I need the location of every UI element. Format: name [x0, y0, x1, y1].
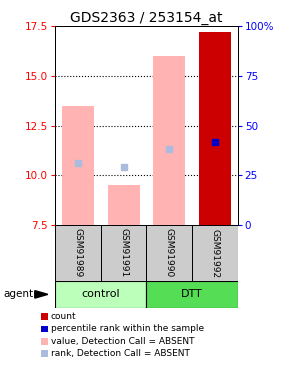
Bar	[41, 338, 48, 345]
Text: percentile rank within the sample: percentile rank within the sample	[51, 324, 204, 333]
Text: GSM91990: GSM91990	[165, 228, 174, 278]
Polygon shape	[35, 291, 48, 298]
Text: agent: agent	[3, 290, 33, 299]
Bar	[108, 185, 139, 225]
Text: value, Detection Call = ABSENT: value, Detection Call = ABSENT	[51, 337, 194, 346]
Text: count: count	[51, 312, 76, 321]
Bar	[199, 32, 231, 225]
Text: control: control	[81, 290, 120, 299]
Bar	[192, 225, 238, 281]
Title: GDS2363 / 253154_at: GDS2363 / 253154_at	[70, 11, 223, 25]
Bar	[153, 56, 185, 225]
Bar	[62, 106, 94, 225]
Bar	[101, 225, 146, 281]
Text: DTT: DTT	[181, 290, 203, 299]
Bar	[55, 225, 101, 281]
Bar	[41, 350, 48, 357]
Text: GSM91992: GSM91992	[211, 228, 220, 278]
Text: rank, Detection Call = ABSENT: rank, Detection Call = ABSENT	[51, 349, 190, 358]
Bar	[41, 313, 48, 320]
Bar	[146, 281, 238, 308]
Text: GSM91989: GSM91989	[73, 228, 82, 278]
Text: GSM91991: GSM91991	[119, 228, 128, 278]
Bar	[41, 326, 48, 332]
Bar	[146, 225, 192, 281]
Bar	[55, 281, 146, 308]
